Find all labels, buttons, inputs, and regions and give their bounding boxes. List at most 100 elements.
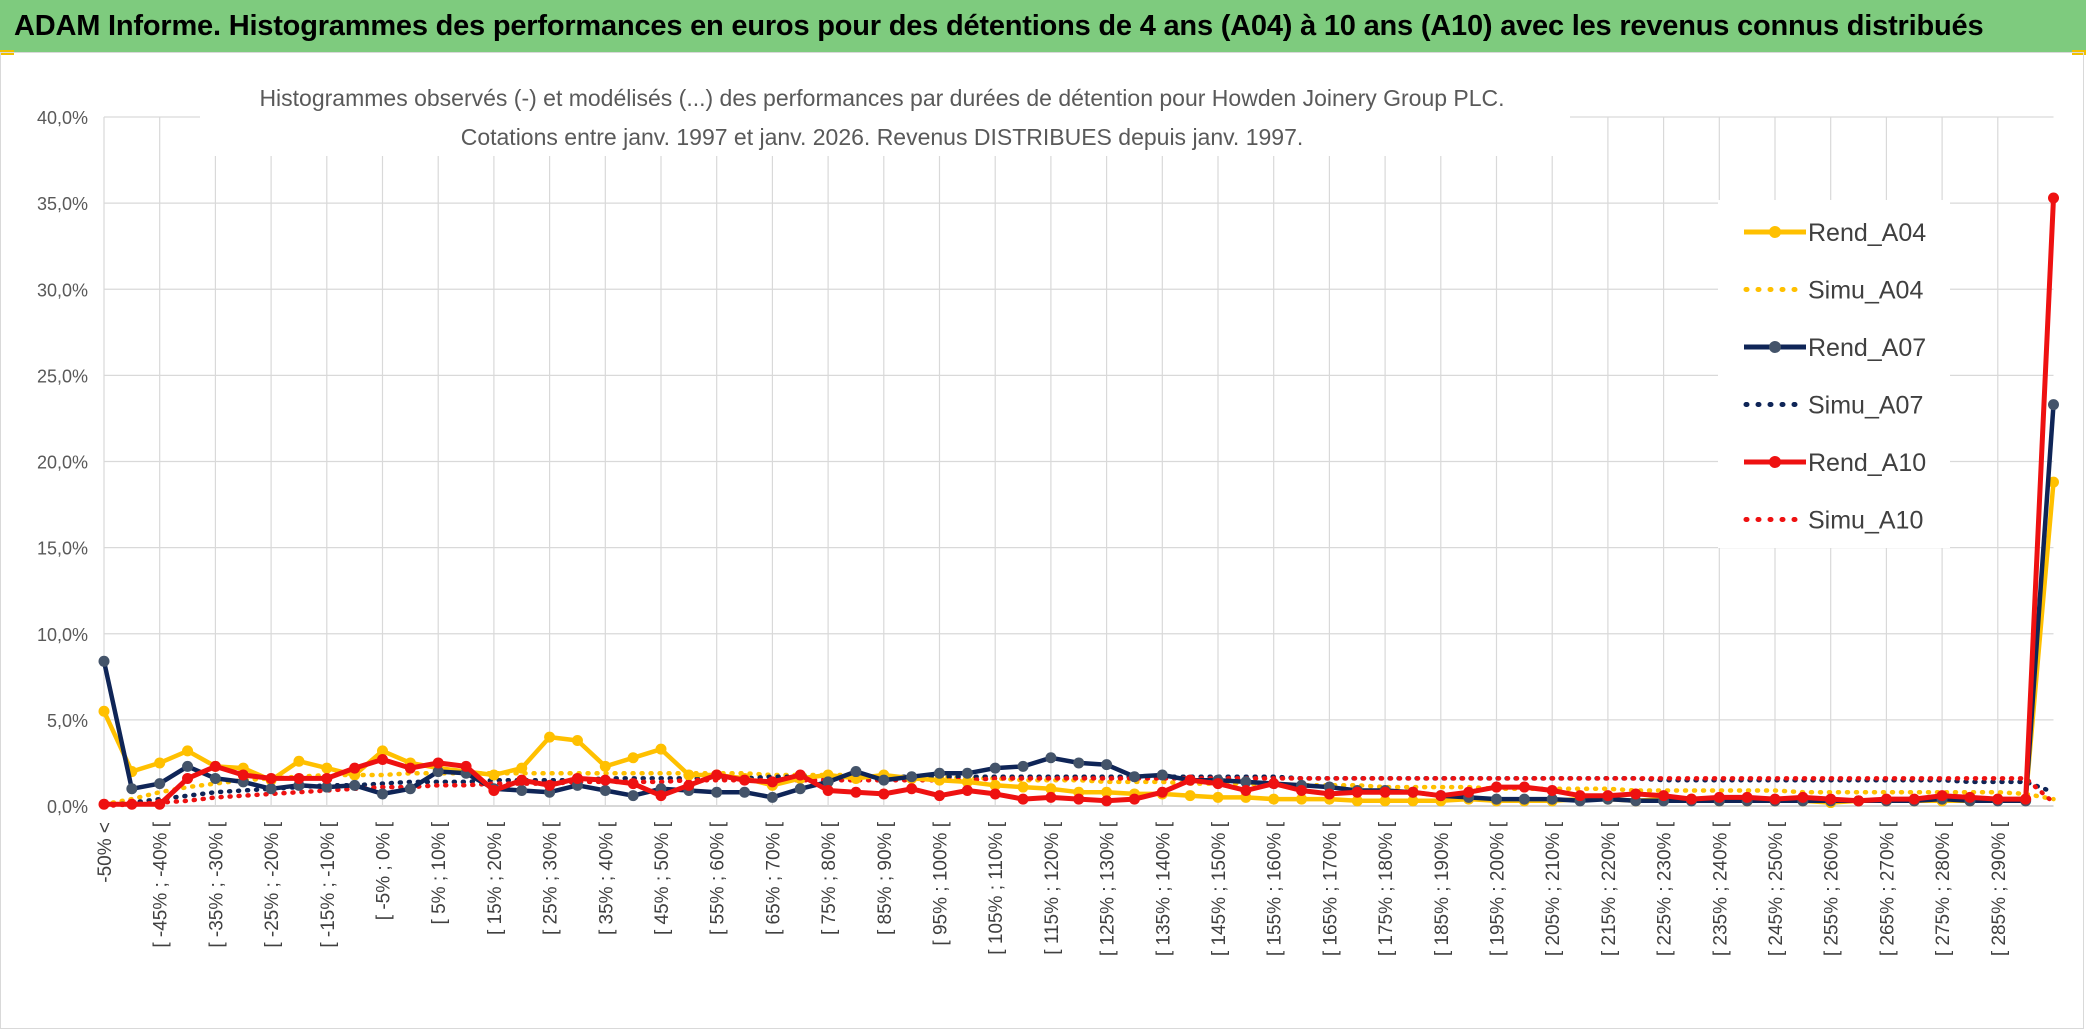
x-tick-label: [ 135% ; 140% [ <box>1153 821 1174 956</box>
x-tick-label: [ 55% ; 60% [ <box>708 821 729 935</box>
data-point <box>989 788 1001 800</box>
series-line <box>101 774 2056 809</box>
data-point <box>1017 760 1029 772</box>
x-tick-label: [ 215% ; 220% [ <box>1599 821 1620 956</box>
data-point <box>1128 771 1140 783</box>
data-point <box>1240 784 1252 796</box>
data-point <box>655 790 667 802</box>
data-point <box>1128 793 1140 805</box>
data-point <box>1825 793 1837 805</box>
data-point <box>126 783 138 795</box>
data-point <box>1296 793 1308 805</box>
data-point <box>404 783 416 795</box>
data-point <box>544 731 556 743</box>
legend-marker <box>1769 226 1781 238</box>
x-tick-label: [ 225% ; 230% [ <box>1655 821 1676 956</box>
data-point <box>1268 793 1280 805</box>
legend-item-rend_a10: Rend_A10 <box>1744 449 1926 477</box>
data-point <box>655 743 667 755</box>
data-point <box>1936 790 1948 802</box>
banner: ADAM Informe. Histogrammes des performan… <box>0 0 2086 52</box>
data-point <box>377 753 388 765</box>
series-simu_a07 <box>101 774 2056 809</box>
data-point <box>1212 778 1224 790</box>
data-point <box>293 772 305 784</box>
x-tick-label: [ 255% ; 260% [ <box>1822 821 1843 956</box>
data-point <box>1630 788 1642 800</box>
y-tick-label: 10,0% <box>37 625 88 645</box>
title-background <box>200 76 1570 156</box>
x-axis-ticks: -50% < [ -45% ; -40% [[ -35% ; -30% [[ -2… <box>95 821 2010 956</box>
data-point <box>321 781 333 793</box>
data-point <box>1407 786 1419 798</box>
x-tick-label: [ 105% ; 110% [ <box>986 821 1007 954</box>
x-tick-label: [ 125% ; 130% [ <box>1098 821 1119 956</box>
series-simu_a10 <box>101 776 2056 809</box>
data-point <box>1073 793 1085 805</box>
data-point <box>822 784 834 796</box>
data-point <box>934 767 945 779</box>
x-tick-label: [ 185% ; 190% [ <box>1432 821 1453 956</box>
data-point <box>1685 793 1697 805</box>
data-point <box>377 788 388 800</box>
y-tick-label: 5,0% <box>47 711 88 731</box>
data-point <box>1518 793 1530 805</box>
data-point <box>1240 776 1252 788</box>
legend-label: Rend_A07 <box>1808 334 1926 362</box>
data-point <box>432 757 444 769</box>
legend-marker <box>1769 341 1781 353</box>
data-point <box>98 705 110 717</box>
data-point <box>154 798 166 810</box>
data-point <box>1268 778 1280 790</box>
data-point <box>1964 791 1976 803</box>
data-point <box>1323 788 1335 800</box>
data-point <box>1407 795 1419 807</box>
data-point <box>961 767 973 779</box>
x-tick-label: [ 115% ; 120% [ <box>1042 821 1063 954</box>
data-point <box>1713 791 1725 803</box>
data-point <box>850 786 862 798</box>
data-point <box>1546 784 1558 796</box>
data-point <box>349 779 361 791</box>
data-point <box>1769 793 1781 805</box>
chart-title-line1: Histogrammes observés (-) et modélisés (… <box>259 85 1504 111</box>
data-point <box>182 760 194 772</box>
data-point <box>460 760 472 772</box>
x-tick-label: [ 25% ; 30% [ <box>541 821 562 935</box>
y-tick-label: 15,0% <box>37 539 88 559</box>
data-point <box>1546 793 1558 805</box>
data-point <box>488 784 500 796</box>
data-point <box>432 766 444 778</box>
data-point <box>1379 786 1391 798</box>
data-point <box>265 772 277 784</box>
data-point <box>1602 790 1614 802</box>
data-point <box>182 745 194 757</box>
data-point <box>627 778 639 790</box>
y-tick-label: 0,0% <box>47 797 88 817</box>
data-point <box>126 798 138 810</box>
x-tick-label: -50% < <box>95 822 116 883</box>
data-point <box>878 788 890 800</box>
legend-marker <box>1769 456 1781 468</box>
data-point <box>794 783 806 795</box>
legend-label: Rend_A10 <box>1808 449 1926 477</box>
data-point <box>1156 769 1168 781</box>
data-point <box>599 774 611 786</box>
data-point <box>599 784 611 796</box>
data-point <box>627 790 639 802</box>
data-point <box>571 772 583 784</box>
legend-item-simu_a10: Simu_A10 <box>1743 507 1923 535</box>
x-tick-label: [ 285% ; 290% [ <box>1989 821 2010 956</box>
data-point <box>1212 791 1224 803</box>
data-point <box>98 655 110 667</box>
data-point <box>1017 781 1029 793</box>
data-point <box>377 745 388 757</box>
data-point <box>1101 795 1113 807</box>
data-point <box>1435 790 1447 802</box>
data-point <box>237 769 249 781</box>
data-point <box>1017 793 1029 805</box>
data-point <box>683 769 695 781</box>
data-point <box>794 769 806 781</box>
data-point <box>1045 783 1057 795</box>
